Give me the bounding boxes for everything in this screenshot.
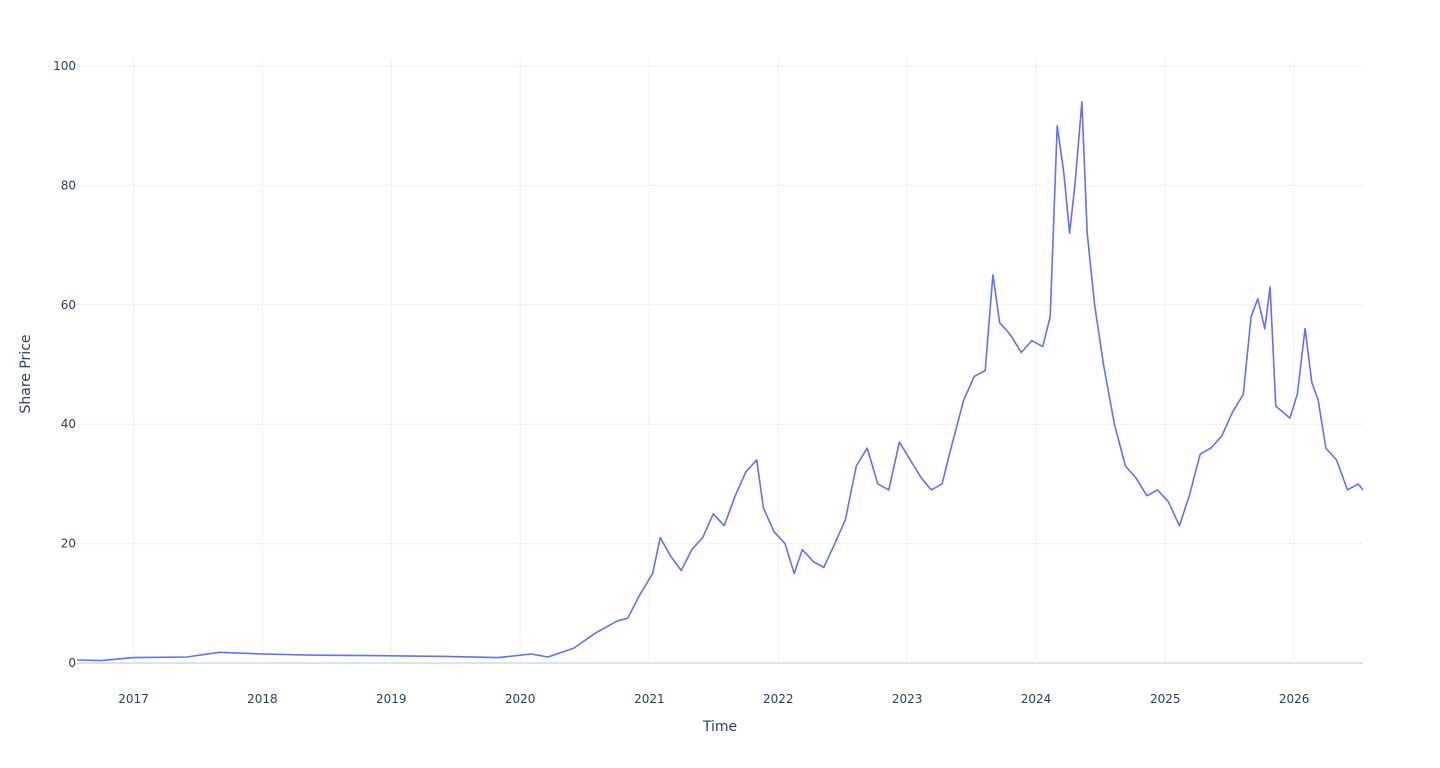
y-axis-title: Share Price	[18, 334, 34, 413]
y-tick-label: 100	[53, 59, 76, 73]
y-tick-label: 0	[68, 656, 76, 670]
x-tick-label: 2022	[763, 692, 794, 706]
x-tick-label: 2019	[376, 692, 407, 706]
x-tick-label: 2023	[892, 692, 923, 706]
x-tick-label: 2020	[505, 692, 536, 706]
x-tick-label: 2026	[1279, 692, 1310, 706]
x-tick-label: 2024	[1021, 692, 1052, 706]
x-axis-ticks: 2017 2018 2019 2020 2021 2022 2023 2024 2025 2026	[118, 692, 1309, 706]
x-tick-label: 2025	[1150, 692, 1181, 706]
x-tick-label: 2017	[118, 692, 149, 706]
y-tick-label: 20	[61, 537, 76, 551]
y-tick-label: 80	[61, 178, 76, 192]
x-tick-label: 2018	[247, 692, 278, 706]
gridlines	[77, 58, 1363, 664]
y-axis-ticks: 0 20 40 60 80 100	[53, 59, 76, 670]
series-line	[76, 101, 1364, 662]
y-tick-label: 60	[61, 298, 76, 312]
series-layer	[76, 101, 1364, 662]
x-tick-label: 2021	[634, 692, 665, 706]
y-tick-label: 40	[61, 417, 76, 431]
x-axis-title: Time	[702, 719, 737, 735]
